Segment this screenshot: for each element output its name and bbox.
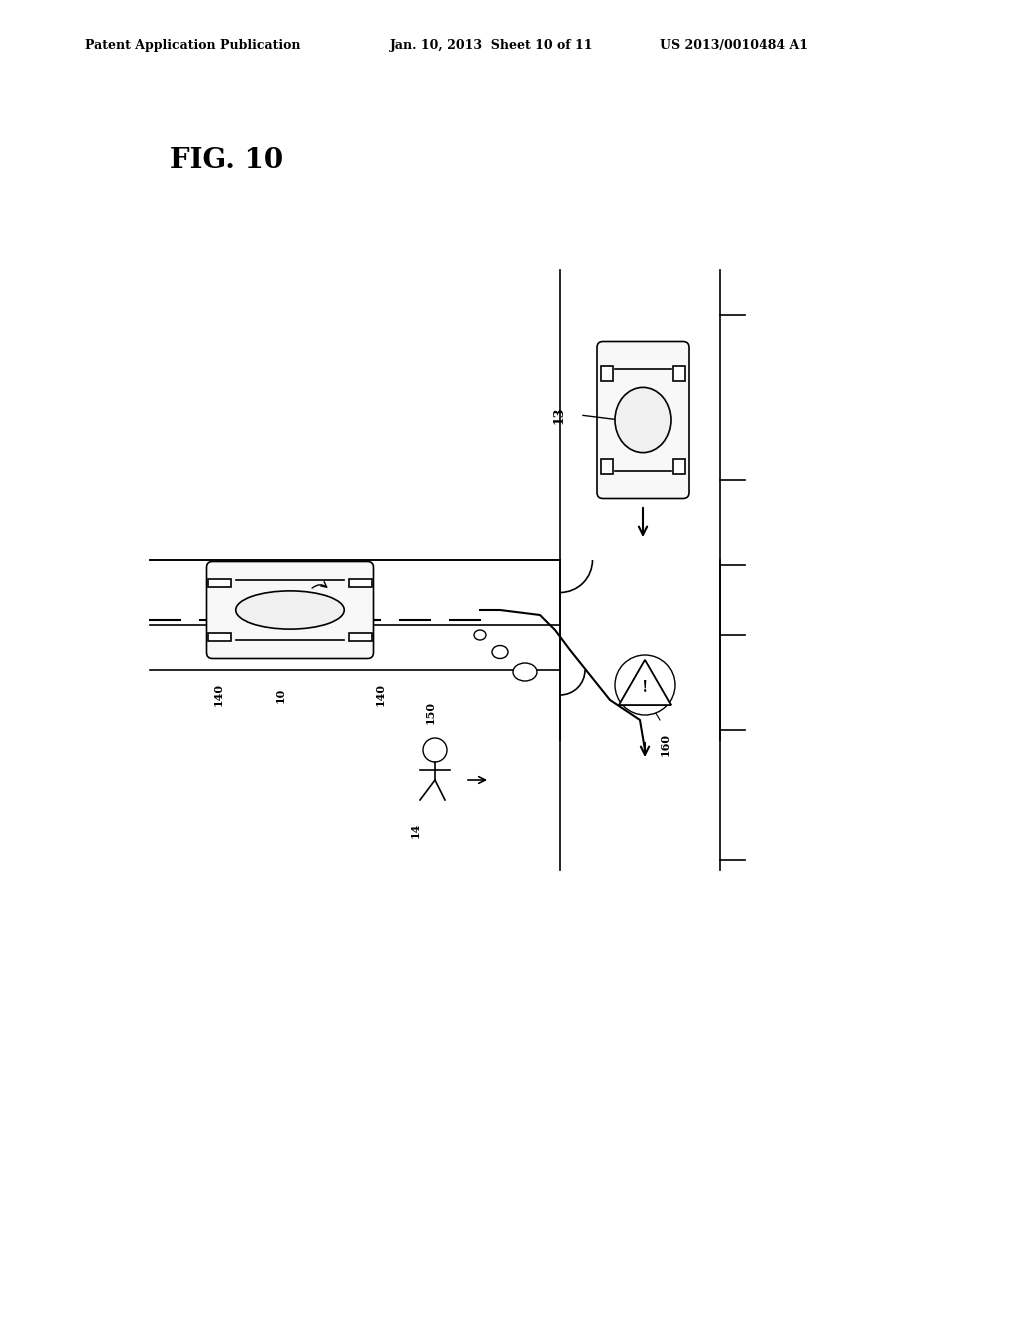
- Circle shape: [423, 738, 447, 762]
- Text: 13: 13: [553, 407, 566, 424]
- Ellipse shape: [492, 645, 508, 659]
- Polygon shape: [618, 660, 671, 705]
- FancyBboxPatch shape: [207, 561, 374, 659]
- Ellipse shape: [474, 630, 486, 640]
- Bar: [349, 578, 372, 587]
- Text: 160: 160: [660, 734, 671, 756]
- Bar: [601, 367, 612, 381]
- Text: Patent Application Publication: Patent Application Publication: [85, 38, 300, 51]
- FancyBboxPatch shape: [597, 342, 689, 499]
- Bar: [208, 634, 231, 642]
- Ellipse shape: [615, 387, 671, 453]
- Polygon shape: [618, 660, 671, 705]
- Ellipse shape: [236, 591, 344, 630]
- Bar: [601, 459, 612, 474]
- Text: FIG. 10: FIG. 10: [170, 147, 283, 173]
- Ellipse shape: [615, 655, 675, 715]
- Bar: [349, 634, 372, 642]
- Bar: [208, 578, 231, 587]
- Text: 140: 140: [213, 684, 223, 706]
- Text: !: !: [642, 678, 648, 696]
- Bar: [674, 367, 685, 381]
- Text: 150: 150: [425, 701, 435, 723]
- Text: US 2013/0010484 A1: US 2013/0010484 A1: [660, 38, 808, 51]
- Text: 14: 14: [410, 822, 421, 838]
- Text: 10: 10: [274, 688, 286, 702]
- Bar: [674, 459, 685, 474]
- Text: 140: 140: [375, 684, 385, 706]
- Text: !: !: [642, 680, 648, 694]
- Ellipse shape: [513, 663, 537, 681]
- Text: Jan. 10, 2013  Sheet 10 of 11: Jan. 10, 2013 Sheet 10 of 11: [390, 38, 594, 51]
